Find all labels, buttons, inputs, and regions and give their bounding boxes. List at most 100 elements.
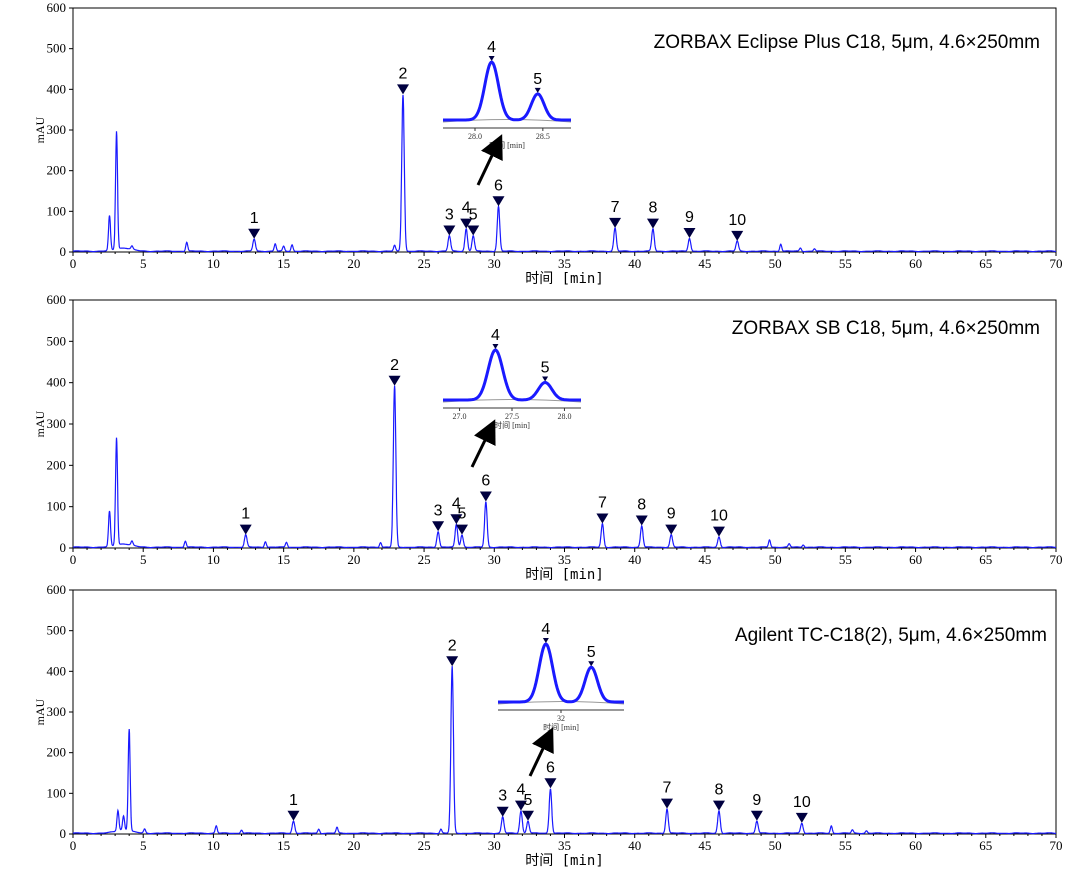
- peak-marker-6: [544, 778, 557, 789]
- y-tick-label: 200: [47, 163, 67, 178]
- x-tick-label: 20: [347, 838, 360, 853]
- peak-marker-3: [443, 225, 456, 236]
- zoom-arrow: [476, 134, 503, 186]
- peak-label-7: 7: [611, 199, 620, 216]
- inset-x-label: 时间 [min]: [489, 140, 525, 150]
- x-tick-label: 45: [698, 838, 711, 853]
- inset-trace: [443, 348, 581, 402]
- x-axis-label: 时间 [min]: [525, 567, 604, 583]
- x-tick-label: 45: [698, 256, 711, 271]
- inset-peak-marker: [488, 56, 495, 61]
- peak-marker-1: [248, 228, 261, 239]
- peak-marker-4: [450, 514, 463, 525]
- inset-peak-marker: [588, 661, 595, 667]
- peak-marker-1: [287, 810, 300, 821]
- x-tick-label: 45: [698, 552, 711, 567]
- y-tick-label: 500: [47, 333, 67, 348]
- peak-label-6: 6: [546, 759, 555, 776]
- inset-trace: [443, 60, 571, 122]
- y-tick-label: 400: [47, 375, 67, 390]
- y-axis-label: mAU: [33, 116, 47, 143]
- y-tick-label: 500: [47, 623, 67, 638]
- peak-marker-7: [661, 798, 674, 809]
- x-tick-label: 5: [140, 838, 147, 853]
- peak-marker-8: [635, 515, 648, 526]
- peak-label-7: 7: [598, 494, 607, 511]
- x-tick-label: 35: [558, 838, 571, 853]
- x-tick-label: 65: [979, 256, 992, 271]
- x-tick-label: 15: [277, 256, 290, 271]
- peak-marker-2: [388, 375, 401, 386]
- peak-marker-4: [514, 800, 527, 811]
- x-tick-label: 30: [488, 838, 501, 853]
- inset-peak-label: 5: [587, 644, 596, 661]
- peak-label-10: 10: [710, 508, 728, 525]
- peak-marker-5: [467, 225, 480, 236]
- inset-zoom: 4 5 27.0 27.5 28.0 时间 [min]: [442, 327, 582, 430]
- peak-label-4: 4: [452, 495, 461, 512]
- inset-tick-label: 28.0: [557, 412, 571, 421]
- inset-x-label: 时间 [min]: [543, 722, 579, 732]
- peak-marker-5: [455, 524, 468, 535]
- x-tick-label: 50: [769, 552, 782, 567]
- peak-marker-2: [397, 84, 410, 95]
- inset-peak-label: 5: [541, 360, 550, 377]
- panel-title: ZORBAX Eclipse Plus C18, 5μm, 4.6×250mm: [654, 32, 1040, 53]
- peak-label-2: 2: [390, 357, 399, 374]
- x-tick-label: 15: [277, 838, 290, 853]
- panel-title: Agilent TC-C18(2), 5μm, 4.6×250mm: [735, 625, 1047, 646]
- peak-marker-7: [609, 217, 622, 228]
- x-tick-label: 50: [769, 256, 782, 271]
- peak-marker-7: [596, 513, 609, 524]
- x-tick-label: 5: [140, 256, 147, 271]
- inset-tick-label: 28.5: [536, 132, 550, 141]
- x-axis-label: 时间 [min]: [525, 853, 604, 869]
- peak-marker-5: [521, 810, 534, 821]
- peak-marker-9: [683, 227, 696, 238]
- y-tick-label: 0: [60, 244, 67, 259]
- x-tick-label: 60: [909, 838, 922, 853]
- x-tick-label: 40: [628, 838, 641, 853]
- peak-marker-4: [460, 218, 473, 229]
- x-tick-label: 55: [839, 838, 852, 853]
- y-tick-label: 400: [47, 663, 67, 678]
- x-tick-label: 20: [347, 552, 360, 567]
- peak-label-4: 4: [517, 782, 526, 799]
- inset-zoom: 4 5 28.0 28.5 时间 [min]: [442, 39, 572, 150]
- peak-label-8: 8: [637, 497, 646, 514]
- y-tick-label: 100: [47, 785, 67, 800]
- peak-label-8: 8: [715, 782, 724, 799]
- y-tick-label: 300: [47, 416, 67, 431]
- peak-marker-10: [712, 526, 725, 537]
- peak-marker-10: [731, 230, 744, 241]
- x-tick-label: 10: [207, 256, 220, 271]
- y-axis-label: mAU: [33, 698, 47, 725]
- y-tick-label: 200: [47, 745, 67, 760]
- peak-marker-9: [665, 524, 678, 535]
- peak-marker-2: [446, 656, 459, 667]
- peak-label-6: 6: [481, 473, 490, 490]
- peak-marker-3: [496, 806, 509, 817]
- peak-label-5: 5: [458, 506, 467, 523]
- panel-title: ZORBAX SB C18, 5μm, 4.6×250mm: [732, 318, 1040, 339]
- zoom-arrow: [470, 419, 496, 468]
- y-tick-label: 400: [47, 81, 67, 96]
- x-tick-label: 60: [909, 256, 922, 271]
- peak-marker-10: [795, 812, 808, 823]
- peak-label-9: 9: [685, 209, 694, 226]
- x-tick-label: 15: [277, 552, 290, 567]
- peak-label-5: 5: [524, 792, 533, 809]
- peak-label-10: 10: [793, 794, 811, 811]
- peak-label-9: 9: [752, 792, 761, 809]
- peak-marker-6: [492, 196, 505, 207]
- peak-label-10: 10: [728, 212, 746, 229]
- inset-peak-label: 4: [487, 39, 496, 56]
- y-axis-label: mAU: [33, 410, 47, 437]
- x-tick-label: 70: [1050, 838, 1063, 853]
- x-axis-label: 时间 [min]: [525, 271, 604, 287]
